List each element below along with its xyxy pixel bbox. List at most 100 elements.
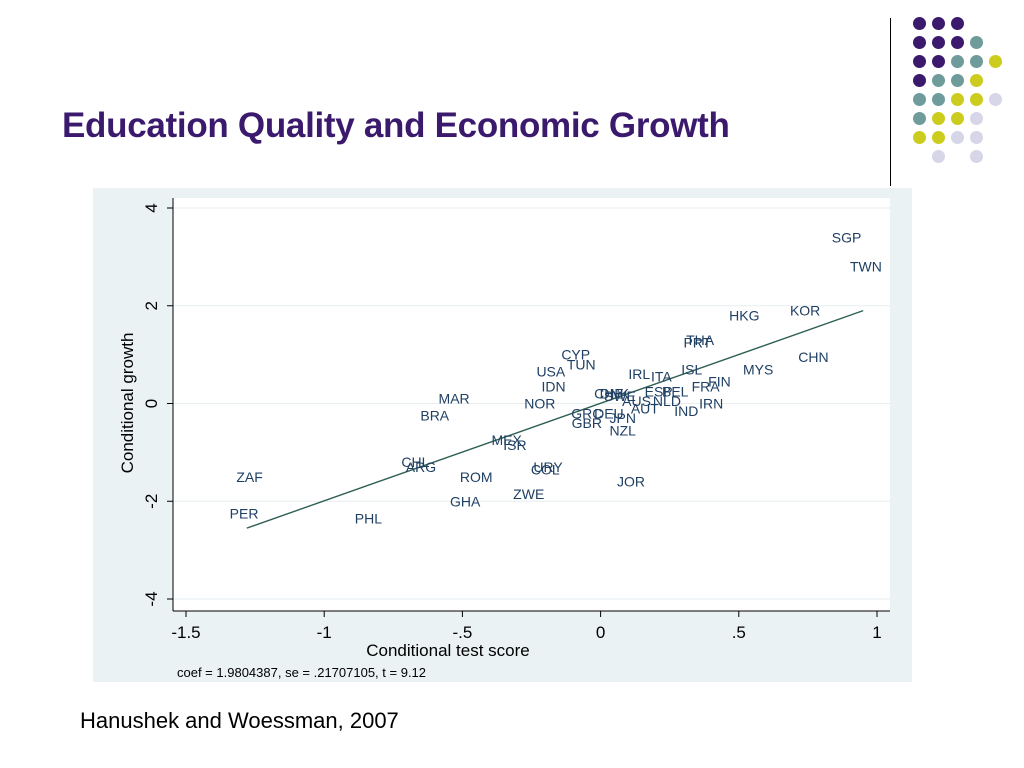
data-point-fra: FRA xyxy=(692,378,721,394)
axes: 4 2 0 -2 -4 -1.5 -1 -.5 0 .5 1 xyxy=(142,198,890,642)
decorative-dot xyxy=(970,36,983,49)
decorative-dot xyxy=(932,36,945,49)
data-point-arg: ARG xyxy=(406,459,436,475)
x-tick-label: 0 xyxy=(596,623,605,642)
data-point-ury: URY xyxy=(533,459,563,475)
data-point-grc: GRC xyxy=(571,405,602,421)
x-tick-label: 1 xyxy=(872,623,881,642)
data-point-phl: PHL xyxy=(355,510,382,526)
decorative-dot xyxy=(913,112,926,125)
data-point-col: COL xyxy=(531,461,560,477)
data-point-chl: CHL xyxy=(401,454,429,470)
decorative-dot xyxy=(951,74,964,87)
decorative-dot xyxy=(913,131,926,144)
decorative-dot xyxy=(951,112,964,125)
decorative-dot xyxy=(913,36,926,49)
data-point-prt: PRT xyxy=(683,334,711,350)
y-axis-label: Conditional growth xyxy=(118,333,137,474)
citation: Hanushek and Woessman, 2007 xyxy=(80,708,399,733)
decorative-dot xyxy=(951,17,964,30)
decorative-dot xyxy=(932,150,945,163)
data-point-swe: SWE xyxy=(604,388,636,404)
data-point-esp: ESP xyxy=(645,383,673,399)
data-point-nor: NOR xyxy=(524,396,555,412)
data-point-chn: CHN xyxy=(798,349,828,365)
y-tick-label: -2 xyxy=(142,494,161,509)
data-point-usa: USA xyxy=(536,364,565,380)
data-point-gha: GHA xyxy=(450,493,481,509)
slide-title: Education Quality and Economic Growth xyxy=(62,106,730,145)
data-point-mar: MAR xyxy=(439,391,470,407)
decorative-dot xyxy=(951,93,964,106)
data-point-jpn: JPN xyxy=(609,410,635,426)
decorative-dot xyxy=(970,93,983,106)
data-point-aus: AUS xyxy=(622,393,651,409)
x-tick-label: -1 xyxy=(317,623,332,642)
decorative-dot xyxy=(932,112,945,125)
decorative-dot xyxy=(970,74,983,87)
decorative-dot xyxy=(970,55,983,68)
data-point-irl: IRL xyxy=(628,366,650,382)
decorative-dot xyxy=(932,74,945,87)
data-point-nld: NLD xyxy=(653,393,681,409)
fit-line-group xyxy=(246,309,864,529)
decorative-dot xyxy=(932,131,945,144)
data-point-isl: ISL xyxy=(681,361,702,377)
data-point-sgp: SGP xyxy=(832,229,862,245)
decorative-dot xyxy=(913,17,926,30)
data-point-mys: MYS xyxy=(743,361,773,377)
data-point-bel: BEL xyxy=(662,383,689,399)
decorative-dot xyxy=(932,93,945,106)
data-point-che: CHE xyxy=(594,386,624,402)
decorative-dot xyxy=(951,36,964,49)
data-point-jor: JOR xyxy=(617,474,645,490)
chart-panel: 4 2 0 -2 -4 -1.5 -1 -.5 0 .5 1 SGP TWN HKG KOR THA PRT C… xyxy=(93,188,912,682)
x-tick-label: -1.5 xyxy=(171,623,200,642)
data-point-ita: ITA xyxy=(651,369,672,385)
data-point-ind: IND xyxy=(674,403,698,419)
decorative-dot xyxy=(951,131,964,144)
y-tick-label: -4 xyxy=(142,591,161,606)
data-point-zaf: ZAF xyxy=(236,469,262,485)
data-point-hkg: HKG xyxy=(729,308,759,324)
data-point-bra: BRA xyxy=(420,408,449,424)
x-tick-label: .5 xyxy=(732,623,746,642)
data-point-mex: MEX xyxy=(491,432,522,448)
plot-area xyxy=(173,198,890,611)
gridlines xyxy=(173,207,890,600)
data-point-tha: THA xyxy=(686,332,715,348)
decorative-dot xyxy=(970,131,983,144)
data-point-nzl: NZL xyxy=(609,422,636,438)
data-point-per: PER xyxy=(230,505,259,521)
data-point-idn: IDN xyxy=(542,378,566,394)
decorative-dot xyxy=(951,55,964,68)
decorative-dot xyxy=(970,112,983,125)
data-point-kor: KOR xyxy=(790,303,820,319)
y-tick-label: 0 xyxy=(142,399,161,408)
decorative-dot xyxy=(913,55,926,68)
decorative-dot xyxy=(913,93,926,106)
x-tick-label: -.5 xyxy=(452,623,472,642)
decorative-dot xyxy=(932,17,945,30)
data-point-deu: DEU xyxy=(594,405,624,421)
data-point-dnk: DNK xyxy=(600,386,630,402)
decorative-dot xyxy=(970,150,983,163)
decorative-dot-grid xyxy=(0,0,1024,200)
y-tick-label: 4 xyxy=(142,203,161,212)
regression-note: coef = 1.9804387, se = .21707105, t = 9.… xyxy=(177,665,426,680)
decorative-dot xyxy=(932,55,945,68)
decorative-vertical-line xyxy=(890,18,891,186)
data-point-fin: FIN xyxy=(708,374,731,390)
decorative-dot xyxy=(989,93,1002,106)
decorative-dot xyxy=(913,74,926,87)
data-point-cyp: CYP xyxy=(561,347,590,363)
data-point-irn: IRN xyxy=(699,396,723,412)
data-point-aut: AUT xyxy=(631,400,659,416)
data-point-twn: TWN xyxy=(850,259,882,275)
data-point-zwe: ZWE xyxy=(513,486,544,502)
data-point-gbr: GBR xyxy=(572,415,602,431)
data-point-isr: ISR xyxy=(503,437,526,453)
data-point-tun: TUN xyxy=(567,356,596,372)
